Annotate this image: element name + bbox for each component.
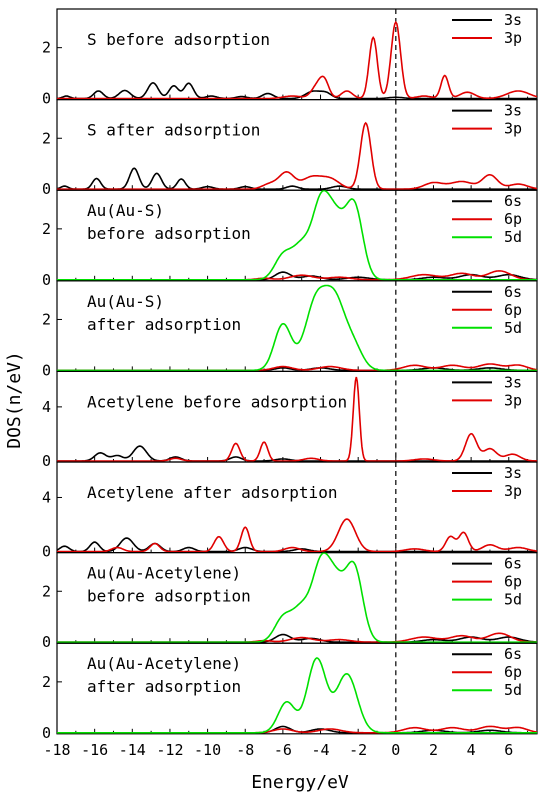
legend-label: 3s: [504, 102, 522, 120]
y-tick-label: 0: [42, 724, 51, 742]
y-tick-label: 4: [42, 398, 51, 416]
panel-frame: [56, 370, 538, 463]
legend-label: 3s: [504, 464, 522, 482]
legend-label: 6p: [504, 573, 522, 591]
x-tick-label: -2: [349, 741, 367, 759]
series-3p-line: [57, 518, 537, 553]
legend-label: 3p: [504, 120, 522, 138]
y-tick-label: 0: [42, 452, 51, 470]
series-3p-line: [57, 376, 537, 462]
legend-label: 5d: [504, 228, 522, 246]
legend-label: 6s: [504, 555, 522, 573]
x-tick-label: -12: [156, 741, 183, 759]
y-tick-label: 4: [42, 488, 51, 506]
panel-title: Au(Au-S): [87, 292, 164, 311]
legend-label: 3p: [504, 482, 522, 500]
panel-title: Acetylene before adsorption: [87, 392, 347, 411]
panel-title: Au(Au-S): [87, 201, 164, 220]
x-tick-label: -4: [311, 741, 329, 759]
legend-label: 6s: [504, 283, 522, 301]
series-5d-line: [57, 552, 537, 643]
legend-label: 5d: [504, 591, 522, 609]
series-3s-line: [57, 537, 537, 553]
panel-frame: [56, 642, 538, 735]
y-tick-label: 2: [42, 220, 51, 238]
legend-label: 6p: [504, 301, 522, 319]
x-axis-label: Energy/eV: [251, 772, 349, 793]
y-tick-label: 0: [42, 180, 51, 198]
panel-7: 0 2 Au(Au-Acetylene) before adsorption 6s6p5…: [42, 551, 538, 651]
panel-title: Au(Au-Acetylene): [87, 654, 241, 673]
series-3p-line: [57, 121, 537, 190]
y-tick-label: 0: [42, 633, 51, 651]
legend-label: 3s: [504, 373, 522, 391]
x-tick-label: -16: [81, 741, 108, 759]
y-tick-label: 0: [42, 271, 51, 289]
panel-title: Au(Au-Acetylene): [87, 564, 241, 583]
y-tick-label: 0: [42, 361, 51, 379]
y-tick-label: 2: [42, 39, 51, 57]
panel-title: before adsorption: [87, 587, 251, 606]
y-tick-label: 2: [42, 310, 51, 328]
panel-title: S before adsorption: [87, 30, 270, 49]
panel-title: S after adsorption: [87, 121, 260, 140]
x-tick-label: 4: [467, 741, 476, 759]
series-3s-line: [57, 81, 537, 100]
legend-label: 3s: [504, 11, 522, 29]
y-tick-label: 2: [42, 673, 51, 691]
legend-label: 3p: [504, 29, 522, 47]
x-tick-label: 6: [504, 741, 513, 759]
x-tick-label: -8: [236, 741, 254, 759]
y-tick-label: 2: [42, 582, 51, 600]
x-tick-label: -6: [274, 741, 292, 759]
legend-label: 3p: [504, 391, 522, 409]
panel-title: before adsorption: [87, 224, 251, 243]
y-tick-label: 2: [42, 129, 51, 147]
y-axis-label: DOS(n/eV): [4, 351, 25, 449]
series-5d-line: [57, 284, 537, 372]
series-3s-line: [57, 445, 537, 462]
x-tick-label: -18: [43, 741, 70, 759]
y-tick-label: 0: [42, 90, 51, 108]
x-tick-label: 2: [429, 741, 438, 759]
series-5d-line: [57, 657, 537, 734]
legend-label: 6p: [504, 663, 522, 681]
legend-label: 5d: [504, 681, 522, 699]
series-3p-line: [57, 20, 537, 100]
legend-label: 5d: [504, 319, 522, 337]
series-3s-line: [57, 167, 537, 190]
series-5d-line: [57, 190, 537, 281]
panel-frame: [56, 8, 538, 101]
x-tick-label: -10: [194, 741, 221, 759]
x-tick-label: -14: [119, 741, 146, 759]
x-tick-label: 0: [391, 741, 400, 759]
panel-title: Acetylene after adsorption: [87, 483, 337, 502]
panel-title: after adsorption: [87, 315, 241, 334]
legend-label: 6s: [504, 645, 522, 663]
legend-label: 6s: [504, 192, 522, 210]
x-axis: -18 -16 -14 -12 -10 -8 -6 -4 -2 0 2 4 6: [43, 741, 513, 759]
panel-title: after adsorption: [87, 677, 241, 696]
y-tick-label: 0: [42, 543, 51, 561]
legend-label: 6p: [504, 210, 522, 228]
